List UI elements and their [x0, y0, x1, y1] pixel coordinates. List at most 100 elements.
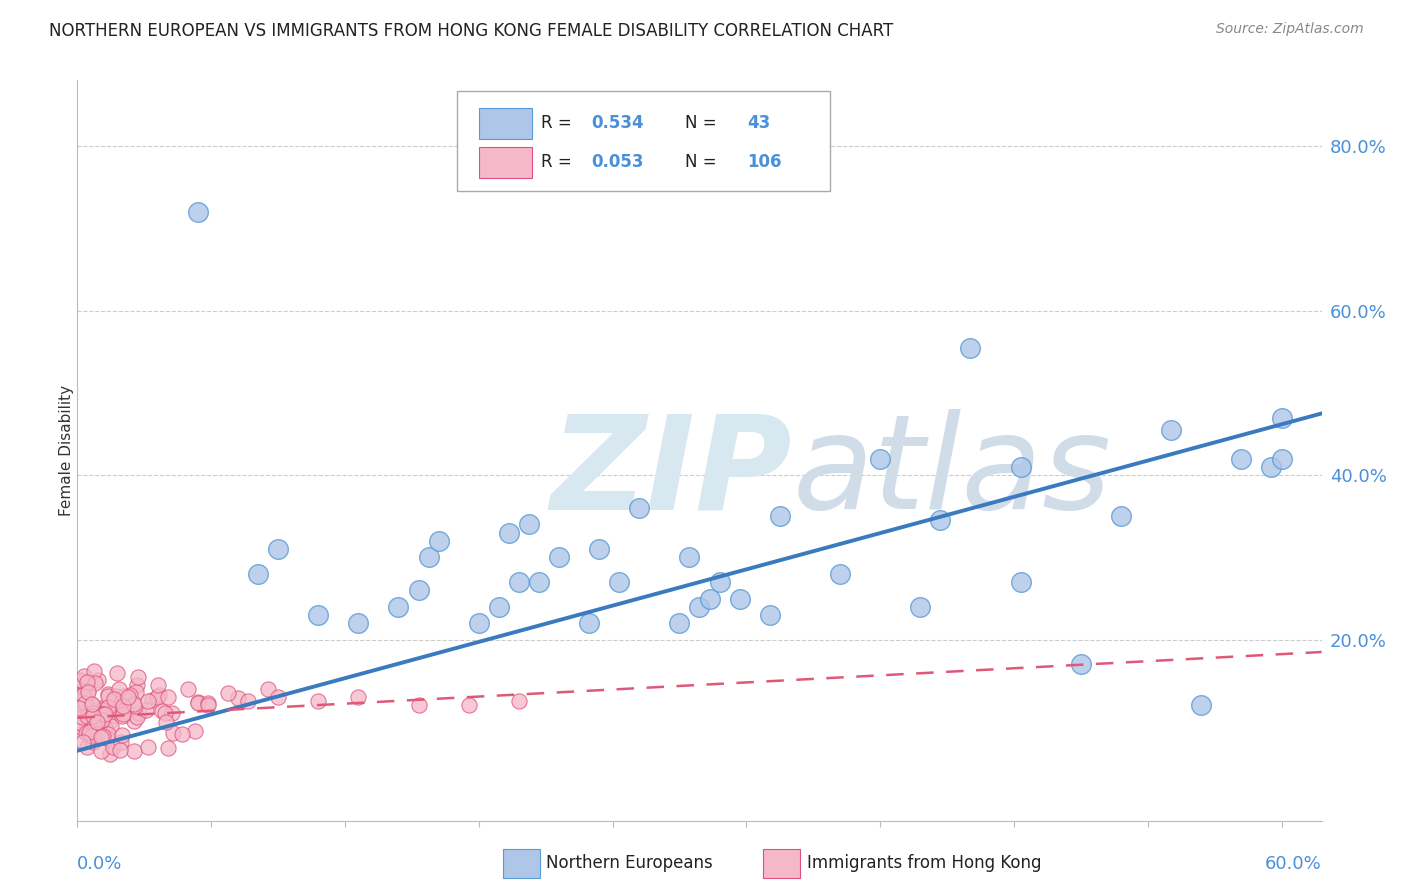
Point: [89, 701, 111, 715]
Point: [387, 599, 409, 614]
Text: Immigrants from Hong Kong: Immigrants from Hong Kong: [807, 855, 1042, 872]
Point: [77, 724, 100, 739]
Point: [1109, 509, 1132, 524]
Point: [124, 685, 146, 699]
Point: [427, 533, 450, 548]
Point: [267, 690, 290, 705]
Point: [177, 681, 200, 696]
Point: [488, 599, 510, 614]
Point: [104, 693, 127, 707]
Point: [1230, 451, 1253, 466]
Point: [120, 689, 142, 703]
Point: [76, 709, 98, 723]
Point: [578, 616, 600, 631]
Point: [508, 694, 530, 708]
Point: [110, 735, 132, 749]
Point: [145, 690, 167, 705]
Point: [418, 550, 440, 565]
Point: [136, 739, 159, 754]
Point: [110, 728, 132, 742]
Text: 0.053: 0.053: [592, 153, 644, 170]
Point: [187, 205, 209, 219]
Point: [1070, 657, 1092, 672]
Point: [86, 727, 108, 741]
Point: [122, 714, 145, 729]
Point: [910, 599, 932, 614]
Point: [90, 709, 112, 723]
Text: NORTHERN EUROPEAN VS IMMIGRANTS FROM HONG KONG FEMALE DISABILITY CORRELATION CHA: NORTHERN EUROPEAN VS IMMIGRANTS FROM HON…: [49, 22, 893, 40]
Point: [73, 682, 96, 697]
Point: [79, 697, 101, 711]
Point: [187, 697, 209, 711]
Point: [527, 575, 550, 590]
Point: [91, 714, 114, 728]
Point: [93, 729, 115, 743]
Point: [1010, 575, 1032, 590]
Point: [70, 720, 93, 734]
Point: [929, 513, 952, 527]
Point: [1270, 451, 1292, 466]
Point: [709, 575, 731, 590]
Text: N =: N =: [685, 153, 716, 170]
Point: [91, 706, 114, 721]
Point: [1270, 410, 1292, 425]
Point: [112, 706, 135, 721]
FancyBboxPatch shape: [479, 108, 531, 139]
Text: N =: N =: [685, 114, 716, 132]
Point: [607, 575, 630, 590]
Point: [758, 607, 780, 622]
Point: [517, 517, 540, 532]
Point: [162, 706, 184, 720]
Text: R =: R =: [541, 114, 578, 132]
Point: [508, 575, 530, 590]
Point: [408, 583, 430, 598]
Point: [82, 708, 104, 723]
Point: [70, 700, 93, 714]
Point: [127, 678, 149, 692]
Point: [197, 696, 219, 710]
Point: [103, 708, 125, 723]
Text: ZIP: ZIP: [550, 409, 792, 536]
Point: [112, 699, 135, 714]
Point: [89, 707, 111, 722]
Point: [498, 525, 520, 540]
Point: [76, 739, 98, 754]
Text: atlas: atlas: [793, 409, 1112, 536]
Point: [80, 729, 103, 743]
Point: [457, 698, 479, 713]
Point: [117, 706, 139, 721]
Point: [77, 683, 100, 698]
Point: [80, 698, 103, 712]
Point: [628, 501, 651, 516]
Point: [128, 706, 150, 721]
Point: [111, 708, 134, 723]
Point: [347, 690, 370, 705]
Point: [72, 689, 94, 703]
Point: [115, 690, 138, 704]
Point: [122, 744, 145, 758]
Point: [184, 724, 207, 739]
Point: [82, 698, 104, 712]
Text: 0.0%: 0.0%: [77, 855, 122, 872]
Point: [97, 687, 120, 701]
Point: [98, 714, 121, 728]
Point: [1189, 698, 1212, 713]
Point: [83, 719, 105, 733]
FancyBboxPatch shape: [457, 91, 830, 192]
Point: [678, 550, 700, 565]
Point: [153, 706, 176, 720]
Point: [111, 703, 134, 717]
Point: [117, 690, 139, 705]
Point: [111, 706, 134, 721]
Point: [217, 686, 239, 700]
Point: [82, 706, 104, 721]
Point: [689, 599, 711, 614]
Point: [141, 693, 163, 707]
Point: [110, 743, 132, 757]
Point: [86, 714, 108, 729]
Point: [828, 566, 851, 581]
Text: R =: R =: [541, 153, 578, 170]
Point: [73, 669, 96, 683]
Point: [83, 676, 105, 690]
Point: [668, 616, 690, 631]
